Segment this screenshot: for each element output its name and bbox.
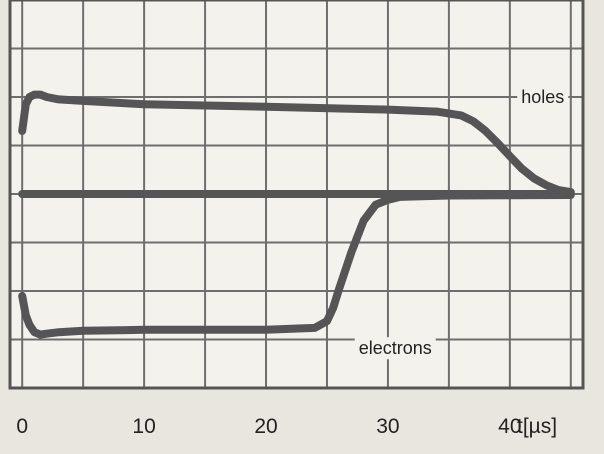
series-label-background xyxy=(517,86,569,108)
series-label-holes: holes xyxy=(521,87,564,107)
x-ticks: 0 10 20 30 40 xyxy=(16,415,521,438)
series-line-holes xyxy=(18,90,575,197)
x-tick-label: 40 xyxy=(498,415,521,438)
plot-frame xyxy=(8,0,585,390)
series-line-electrons xyxy=(18,191,575,339)
x-tick-label: 10 xyxy=(132,415,155,438)
series-label-background xyxy=(354,337,436,360)
x-tick-label: 0 xyxy=(16,415,28,438)
series-labels: holes electrons xyxy=(354,86,569,360)
x-tick-label: 30 xyxy=(376,415,399,438)
series-layer xyxy=(18,90,575,339)
x-tick-label: 20 xyxy=(254,415,277,438)
series-label-electrons: electrons xyxy=(359,338,432,358)
x-axis-label: t[µs] xyxy=(517,415,557,438)
